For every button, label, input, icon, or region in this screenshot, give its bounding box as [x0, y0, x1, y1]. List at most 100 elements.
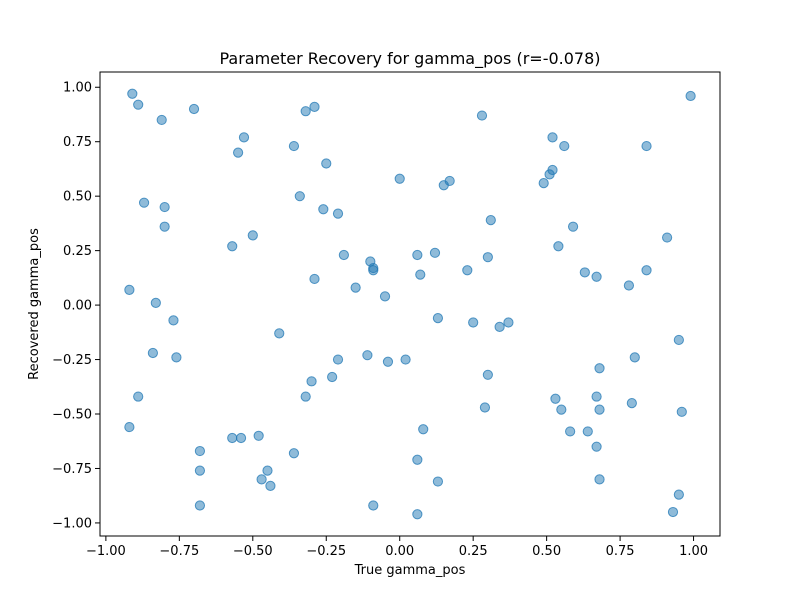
data-point-7 — [685, 90, 696, 102]
data-point-48 — [124, 284, 135, 295]
data-point-99 — [667, 506, 679, 518]
data-point-89 — [194, 465, 206, 476]
data-point-24 — [318, 204, 329, 215]
y-tick-label: −0.25 — [52, 353, 92, 368]
data-point-45 — [309, 273, 320, 285]
data-point-51 — [168, 315, 179, 326]
data-point-43 — [641, 265, 652, 276]
data-point-78 — [124, 421, 135, 433]
data-point-98 — [412, 509, 423, 520]
data-point-85 — [194, 445, 206, 457]
data-point-83 — [235, 432, 247, 444]
data-point-3 — [188, 103, 200, 115]
data-point-91 — [256, 474, 267, 485]
data-point-39 — [368, 265, 379, 276]
data-point-16 — [544, 169, 555, 180]
data-point-62 — [382, 356, 394, 367]
data-point-6 — [476, 110, 488, 121]
data-point-23 — [159, 201, 170, 213]
chart-title: Parameter Recovery for gamma_pos (r=-0.0… — [219, 49, 600, 69]
data-point-1 — [133, 99, 144, 110]
x-tick-label: −0.25 — [306, 544, 346, 559]
data-point-58 — [147, 347, 158, 359]
x-tick-label: 0.75 — [606, 544, 635, 559]
y-axis-ticks: −1.00 −0.75 −0.50 −0.25 0.00 0.25 0.50 0.75 1.00 — [52, 81, 100, 531]
data-point-9 — [233, 147, 244, 158]
data-point-54 — [494, 321, 505, 332]
data-point-97 — [368, 500, 379, 511]
data-point-74 — [626, 398, 637, 409]
x-tick-label: −0.50 — [233, 544, 273, 559]
x-axis-label: True gamma_pos — [354, 563, 466, 578]
y-tick-label: −0.50 — [52, 408, 92, 423]
data-point-72 — [556, 404, 567, 415]
data-point-76 — [594, 404, 605, 415]
y-tick-label: 0.50 — [63, 190, 92, 205]
data-point-22 — [138, 197, 150, 208]
data-point-79 — [418, 424, 429, 435]
data-point-59 — [171, 352, 182, 363]
data-point-70 — [300, 391, 311, 402]
data-point-53 — [468, 317, 479, 328]
data-point-11 — [321, 158, 332, 169]
data-point-52 — [432, 313, 444, 324]
data-point-61 — [332, 354, 344, 365]
y-tick-label: −0.75 — [52, 462, 92, 477]
data-point-82 — [227, 432, 238, 444]
y-tick-label: −1.00 — [52, 516, 92, 531]
data-point-93 — [594, 474, 605, 485]
x-tick-label: 1.00 — [679, 544, 708, 559]
data-point-27 — [159, 221, 170, 232]
data-point-46 — [350, 282, 361, 293]
data-point-25 — [332, 208, 344, 219]
data-point-47 — [623, 280, 635, 291]
data-point-71 — [550, 393, 561, 404]
data-point-56 — [274, 328, 285, 339]
x-tick-label: 0.25 — [459, 544, 488, 559]
data-points — [124, 88, 696, 520]
data-point-95 — [673, 489, 684, 500]
data-point-68 — [482, 369, 493, 380]
data-point-18 — [394, 173, 405, 184]
data-point-92 — [265, 480, 276, 491]
data-point-0 — [127, 88, 138, 99]
data-point-96 — [194, 500, 206, 511]
data-point-29 — [567, 221, 579, 232]
data-point-64 — [629, 352, 640, 363]
data-point-50 — [379, 291, 391, 302]
data-point-20 — [444, 175, 455, 187]
data-point-42 — [591, 271, 602, 282]
data-point-94 — [432, 476, 444, 487]
data-point-44 — [415, 269, 426, 280]
data-point-57 — [673, 334, 684, 346]
y-axis-label: Recovered gamma_pos — [27, 228, 42, 380]
data-point-14 — [641, 140, 652, 152]
data-point-88 — [412, 454, 423, 465]
data-point-4 — [300, 106, 311, 117]
data-point-26 — [485, 215, 496, 226]
data-point-86 — [288, 448, 300, 459]
data-point-67 — [306, 376, 317, 387]
data-point-75 — [479, 402, 491, 413]
data-point-2 — [156, 114, 167, 126]
data-point-35 — [429, 247, 441, 258]
data-point-21 — [294, 191, 305, 202]
data-point-60 — [362, 350, 373, 361]
data-point-12 — [547, 132, 558, 143]
x-tick-label: −0.75 — [159, 544, 199, 559]
data-point-5 — [309, 101, 320, 112]
data-point-55 — [503, 317, 514, 328]
data-point-30 — [662, 232, 673, 243]
data-point-49 — [150, 297, 161, 309]
data-point-87 — [591, 441, 602, 452]
data-point-80 — [565, 426, 576, 437]
data-point-84 — [253, 430, 264, 441]
data-point-81 — [582, 426, 593, 437]
data-point-17 — [538, 177, 549, 189]
data-point-8 — [238, 132, 250, 143]
x-tick-label: −1.00 — [86, 544, 126, 559]
data-point-41 — [579, 267, 590, 278]
x-axis-ticks: −1.00 −0.75 −0.50 −0.25 0.00 0.25 0.50 0.75 1.00 — [86, 536, 708, 559]
